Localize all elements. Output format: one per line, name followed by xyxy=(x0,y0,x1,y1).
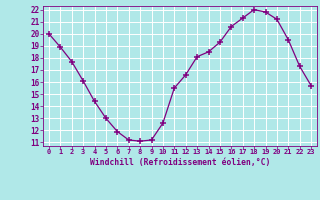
X-axis label: Windchill (Refroidissement éolien,°C): Windchill (Refroidissement éolien,°C) xyxy=(90,158,270,167)
